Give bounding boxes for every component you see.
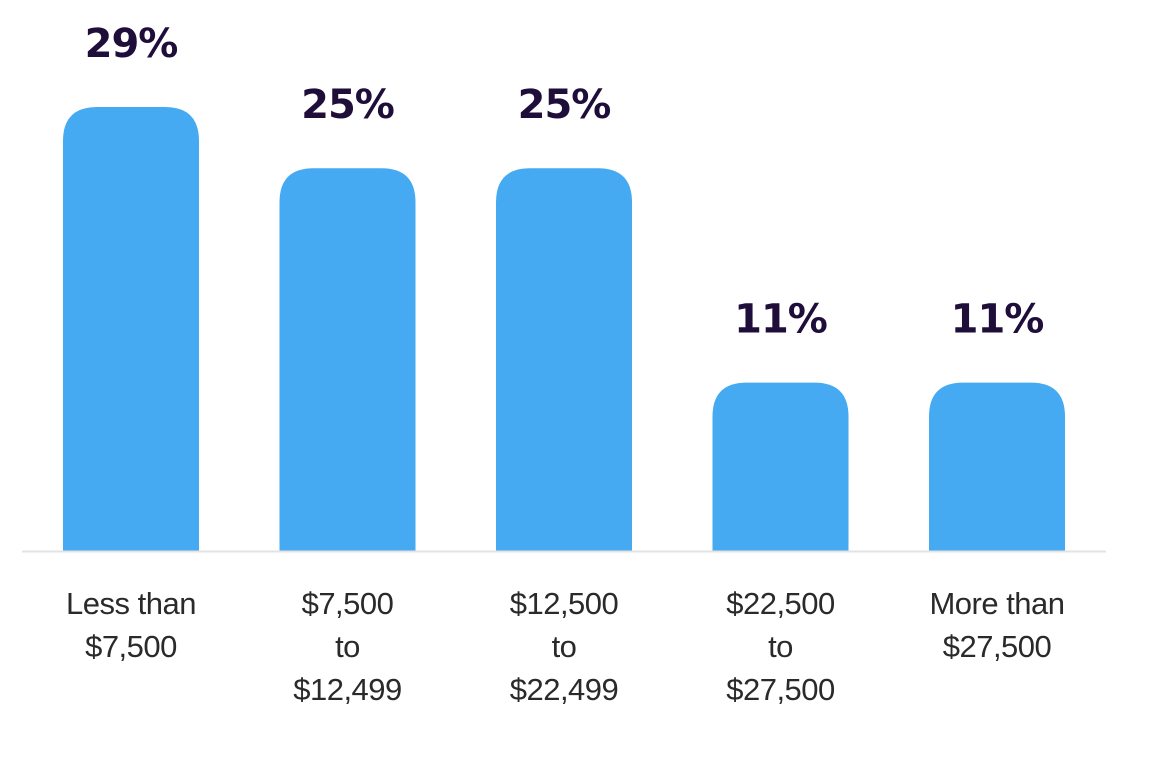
category-label-0-line-0: Less than [66,586,196,621]
category-label-3-line-2: $27,500 [726,672,835,707]
category-label-1-line-0: $7,500 [302,586,394,621]
category-labels-group: Less than $7,500 $7,500 to $12,499 $12,500 to $… [66,586,1065,707]
category-label-3-line-1: to [768,629,793,664]
bar-3 [712,382,849,551]
bar-value-label-3: 11% [734,297,827,343]
bar-2 [496,168,632,551]
value-labels-group: 29% 25% 25% 11% 11% [85,21,1045,343]
bar-value-label-0: 29% [85,21,178,67]
category-label-2-line-0: $12,500 [510,586,619,621]
bars-group [63,107,1065,551]
category-label-2-line-2: $22,499 [510,672,619,707]
category-label-3-line-0: $22,500 [726,586,835,621]
bar-1 [279,168,416,551]
bar-value-label-4: 11% [951,297,1044,343]
category-label-1-line-2: $12,499 [293,672,402,707]
bar-4 [929,382,1065,551]
category-label-0-line-1: $7,500 [85,629,177,664]
category-label-2-line-1: to [552,629,577,664]
bar-value-label-1: 25% [301,82,394,128]
bar-value-label-2: 25% [518,82,611,128]
category-label-4-line-1: $27,500 [943,629,1052,664]
category-label-1-line-1: to [335,629,360,664]
category-label-4-line-0: More than [929,586,1064,621]
bar-0 [63,107,199,551]
